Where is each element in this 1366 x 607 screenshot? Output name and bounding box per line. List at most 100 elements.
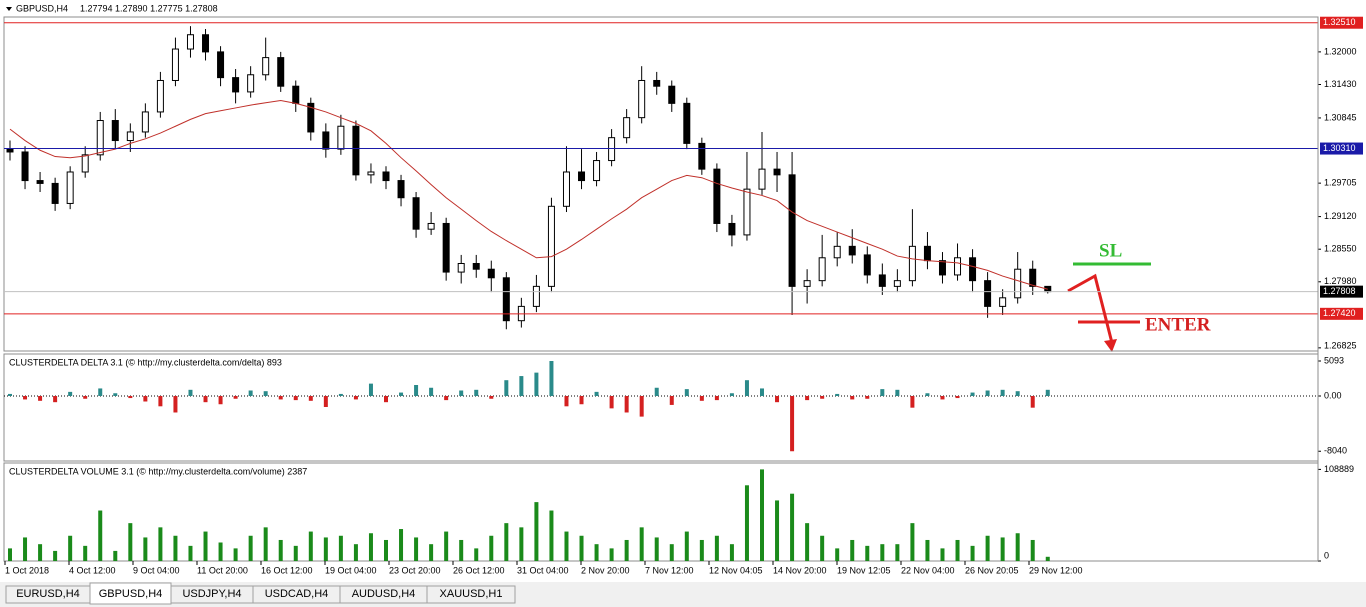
- y-tick-label: 1.31430: [1324, 79, 1357, 89]
- candle-body: [292, 85, 300, 104]
- bar: [850, 539, 855, 561]
- candle-body: [21, 151, 29, 182]
- bar: [278, 395, 283, 400]
- y-tick-label: 0.00: [1324, 390, 1342, 400]
- candle-body: [1029, 268, 1037, 287]
- bar: [53, 550, 58, 561]
- candle-body: [743, 188, 751, 236]
- level-label: 1.32510: [1323, 17, 1356, 27]
- y-tick-label: 5093: [1324, 355, 1344, 365]
- candle-body: [502, 277, 510, 322]
- bar: [805, 395, 810, 401]
- tab-label[interactable]: USDCAD,H4: [265, 588, 329, 600]
- candle-body: [367, 171, 375, 176]
- bar: [338, 393, 343, 396]
- tab-label[interactable]: GBPUSD,H4: [99, 588, 163, 600]
- bar: [669, 544, 674, 561]
- tab-label[interactable]: EURUSD,H4: [16, 588, 80, 600]
- tab-label[interactable]: USDJPY,H4: [182, 588, 241, 600]
- bar: [384, 539, 388, 561]
- candle-body: [893, 280, 901, 287]
- bar: [158, 527, 163, 561]
- bar: [83, 395, 88, 399]
- bar: [895, 544, 900, 561]
- bar: [805, 523, 810, 561]
- bar: [23, 395, 28, 400]
- candle-body: [728, 222, 736, 236]
- x-tick-label: 16 Oct 12:00: [261, 565, 313, 575]
- candle-body: [171, 48, 179, 81]
- bar: [98, 510, 103, 561]
- bar: [308, 531, 313, 561]
- candle-body: [908, 245, 916, 282]
- bar: [399, 392, 404, 396]
- candle-body: [81, 154, 89, 173]
- x-tick-label: 7 Nov 12:00: [645, 565, 694, 575]
- candle-body: [322, 131, 330, 150]
- candle-body: [999, 297, 1007, 307]
- enter-label: ENTER: [1145, 314, 1211, 335]
- bar: [203, 531, 208, 561]
- bar: [925, 539, 930, 561]
- bar: [23, 537, 28, 561]
- candle-body: [472, 262, 480, 270]
- bar: [519, 527, 524, 561]
- tab-label[interactable]: XAUUSD,H1: [440, 588, 503, 600]
- bar: [684, 531, 689, 561]
- candle-body: [668, 85, 676, 104]
- level-label-bg: [1320, 307, 1363, 320]
- candle-body: [442, 222, 450, 273]
- bar: [429, 387, 434, 396]
- y-tick-label: 1.29120: [1324, 211, 1357, 221]
- candle-body: [352, 125, 360, 176]
- candle-body: [848, 245, 856, 256]
- level-label-bg: [1320, 142, 1363, 155]
- bar: [940, 395, 945, 400]
- level-label: 1.27420: [1323, 308, 1356, 318]
- candle-body: [773, 168, 781, 176]
- bar: [654, 537, 659, 561]
- y-tick-label: 108889: [1324, 464, 1354, 474]
- bar: [925, 393, 930, 396]
- bar: [910, 523, 915, 561]
- x-tick-label: 1 Oct 2018: [5, 565, 49, 575]
- bar: [414, 385, 419, 396]
- bar: [188, 545, 193, 561]
- candle-body: [578, 171, 586, 182]
- y-tick-label: 1.27980: [1324, 276, 1357, 286]
- bar: [985, 535, 990, 561]
- y-tick-label: 1.32000: [1324, 46, 1357, 56]
- last-price-bg: [1320, 285, 1363, 298]
- bar: [113, 550, 118, 561]
- candle-body: [51, 182, 59, 204]
- bar: [624, 395, 629, 413]
- bar: [338, 535, 343, 561]
- bar: [564, 395, 569, 407]
- bar: [895, 389, 900, 396]
- bar: [293, 545, 298, 561]
- y-tick-label: 1.30845: [1324, 112, 1357, 122]
- bar: [609, 548, 614, 561]
- bar: [729, 544, 734, 561]
- bar: [474, 389, 479, 396]
- candle-body: [427, 222, 435, 230]
- candle-body: [262, 57, 270, 76]
- tab-label[interactable]: AUDUSD,H4: [352, 588, 416, 600]
- bar: [534, 502, 539, 561]
- bar: [203, 395, 208, 403]
- bar: [1000, 537, 1005, 561]
- bar: [1000, 389, 1005, 396]
- bar: [429, 544, 434, 561]
- tab[interactable]: [426, 585, 516, 604]
- y-tick-label: 1.26825: [1324, 340, 1357, 350]
- candle-body: [788, 174, 796, 287]
- bar: [835, 393, 840, 396]
- bar: [970, 545, 975, 561]
- bar: [699, 539, 704, 561]
- collapse-icon[interactable]: [6, 7, 12, 11]
- bar: [188, 389, 193, 396]
- candle-body: [487, 268, 495, 279]
- bar: [233, 548, 238, 561]
- bar: [38, 395, 43, 401]
